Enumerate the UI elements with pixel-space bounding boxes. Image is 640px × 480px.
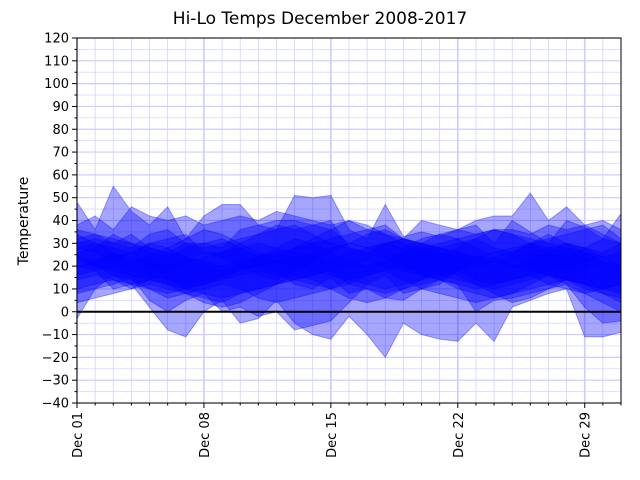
y-tick-label: −30 xyxy=(42,374,69,389)
y-tick-label: 100 xyxy=(44,77,69,92)
x-tick-label: Dec 01 xyxy=(71,412,86,458)
grid xyxy=(76,37,622,404)
y-tick-label: 60 xyxy=(52,168,69,183)
y-tick-label: 30 xyxy=(52,237,69,252)
y-tick-label: 90 xyxy=(52,100,69,115)
x-tick-label: Dec 22 xyxy=(452,412,467,458)
y-tick-label: −20 xyxy=(42,351,69,366)
y-axis-label: Temperature xyxy=(16,177,32,267)
x-tick-label: Dec 15 xyxy=(325,412,340,458)
chart-title: Hi-Lo Temps December 2008-2017 xyxy=(173,9,467,29)
y-tick-label: 80 xyxy=(52,123,69,138)
y-tick-label: 20 xyxy=(52,260,69,275)
axes: −40 −30 −20 −10 0 10 20 30 40 50 60 70 80 90 100 110 120… xyxy=(42,32,622,458)
x-tick-label: Dec 29 xyxy=(579,412,594,458)
y-tick-label: −10 xyxy=(42,328,69,343)
y-tick-label: 120 xyxy=(44,32,69,47)
y-tick-label: 110 xyxy=(44,54,69,69)
y-tick-label: 40 xyxy=(52,214,69,229)
y-tick-label: 10 xyxy=(52,282,69,297)
y-tick-label: 50 xyxy=(52,191,69,206)
y-tick-label: 70 xyxy=(52,146,69,161)
plot-areas xyxy=(76,185,622,359)
y-tick-label: 0 xyxy=(61,305,69,320)
y-tick-label: −40 xyxy=(42,397,69,412)
x-tick-label: Dec 08 xyxy=(198,412,213,458)
